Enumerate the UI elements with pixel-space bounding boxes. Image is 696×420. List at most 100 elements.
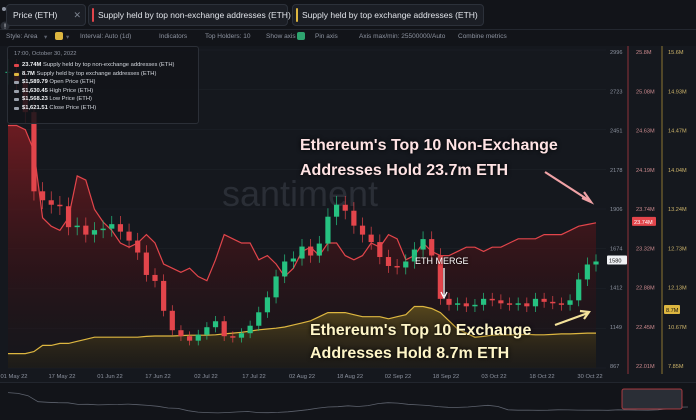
legend-row: $1,589.79 Open Price (ETH)	[14, 79, 192, 88]
legend-value: $1,589.79	[22, 79, 48, 86]
exchange-axis-tick-label: 12.73M	[668, 246, 687, 252]
legend-value: $1,568.23	[22, 96, 48, 103]
tab-non-exchange-supply[interactable]: Supply held by top non-exchange addresse…	[88, 4, 291, 26]
color-swatch-icon[interactable]	[55, 32, 63, 40]
x-axis-tick-label: 02 Jul 22	[194, 374, 218, 380]
price-candle	[489, 298, 495, 301]
x-axis-tick-label: 18 Oct 22	[529, 374, 554, 380]
price-candle	[161, 280, 167, 311]
price-candle	[351, 210, 357, 226]
price-candle	[420, 239, 426, 250]
x-axis-tick-label: 01 May 22	[0, 374, 27, 380]
price-axis-tick-label: 2723	[610, 89, 622, 95]
show-axis-checkbox[interactable]	[297, 32, 305, 40]
tab-exchange-supply[interactable]: Supply held by top exchange addresses (E…	[292, 4, 484, 26]
price-current-badge-bg	[607, 255, 627, 265]
non-exchange-axis-tick-label: 22.45M	[636, 325, 655, 331]
annotation-line-2: Addresses Hold 23.7m ETH	[300, 162, 509, 179]
tab-price-eth[interactable]: Price (ETH) ✕	[6, 4, 86, 26]
price-axis-tick-label: 2996	[610, 50, 622, 56]
metrics-chart[interactable]: santiment 01 May 22 17 May 22 01 Jun 22 17 …	[0, 46, 696, 420]
range-navigator[interactable]	[0, 382, 696, 420]
non-exchange-current-badge: 23.74M	[634, 220, 653, 226]
price-candle	[117, 224, 124, 232]
series-color-marker	[92, 8, 94, 22]
price-candle	[299, 246, 305, 259]
legend-swatch	[14, 72, 19, 76]
price-candle	[576, 279, 582, 301]
x-axis-tick-label: 02 Aug 22	[289, 374, 315, 380]
price-axis-tick-label: 2451	[610, 129, 622, 135]
price-candle	[359, 225, 366, 235]
non-exchange-axis-tick-label: 25.8M	[636, 50, 652, 56]
price-candle	[264, 297, 271, 313]
price-candle	[385, 257, 392, 266]
tab-non-exchange-label: Supply held by top non-exchange addresse…	[98, 10, 291, 20]
price-candle	[100, 228, 106, 231]
settings-dot-icon[interactable]	[0, 0, 696, 18]
price-candle	[532, 298, 539, 307]
x-axis-tick-label: 30 Oct 22	[577, 374, 602, 380]
legend-row: $1,621.51 Close Price (ETH)	[14, 105, 192, 114]
exchange-axis-tick-label: 14.93M	[668, 89, 687, 95]
y-axes: 2996 2723 2451 2178 1906 1674 1412 1149 867 25.8M…	[607, 50, 687, 370]
style-select[interactable]: Style: Area	[6, 33, 38, 40]
exchange-axis-tick-label: 10.67M	[668, 325, 687, 331]
price-candle	[463, 303, 469, 307]
top-holders-select[interactable]: Top Holders: 10	[205, 33, 251, 40]
axis-minmax-input[interactable]: Axis max/min: 25500000/Auto	[359, 33, 446, 40]
exchange-axis-tick-label: 14.04M	[668, 168, 687, 174]
price-candle	[368, 234, 374, 243]
close-icon[interactable]: ✕	[73, 10, 81, 20]
price-candle	[152, 274, 158, 281]
legend-row: 23.74M Supply held by top non-exchange a…	[14, 62, 192, 71]
price-candle	[178, 330, 184, 337]
exchange-current-badge: 8.7M	[666, 308, 679, 314]
price-candle	[506, 303, 513, 305]
price-candle	[31, 112, 37, 192]
navigator-preview-line	[7, 392, 689, 414]
legend-swatch	[14, 89, 19, 93]
legend-value: 23.74M	[22, 62, 42, 68]
non-exchange-axis-tick-label: 24.19M	[636, 168, 655, 174]
price-candle	[316, 243, 322, 256]
non-exchange-current-badge-bg	[632, 216, 656, 226]
annotation-arrow-non-exchange	[544, 171, 591, 202]
non-exchange-axis-tick-label: 23.74M	[636, 207, 655, 213]
price-candle	[74, 225, 80, 228]
indicators-button[interactable]: Indicators	[159, 33, 188, 40]
exchange-supply-line	[8, 305, 596, 355]
price-axis-tick-label: 1674	[610, 246, 622, 252]
right-axes-panel	[606, 46, 696, 374]
annotation-eth-merge: ETH MERGE	[415, 256, 469, 266]
annotation-non-exchange: Ethereum's Top 10 Non-Exchange Addresses…	[300, 133, 558, 183]
price-candle	[91, 230, 98, 235]
non-exchange-axis-tick-label: 22.88M	[636, 286, 655, 292]
pin-axis-toggle[interactable]: Pin axis	[315, 33, 338, 40]
price-candle	[541, 298, 547, 302]
price-candle	[212, 321, 219, 328]
arrow-head-icon	[581, 191, 595, 205]
price-candle	[584, 264, 590, 280]
price-candle	[57, 204, 63, 207]
price-candle	[515, 303, 521, 305]
combine-metrics-button[interactable]: Combine metrics	[458, 33, 507, 40]
interval-select[interactable]: Interval: Auto (1d)	[80, 33, 132, 40]
exchange-axis-tick-label: 15.6M	[668, 50, 684, 56]
legend-label: Low Price (ETH)	[49, 96, 92, 103]
legend-row: $1,568.23 Low Price (ETH)	[14, 96, 192, 105]
price-candle	[437, 255, 443, 299]
x-axis-tick-label: 17 May 22	[48, 374, 75, 380]
legend-label: High Price (ETH)	[49, 87, 94, 94]
price-candle	[394, 265, 400, 268]
price-candle	[186, 336, 193, 341]
legend-label: Supply held by top non-exchange addresse…	[42, 62, 175, 68]
price-axis-tick-label: 1906	[610, 207, 622, 213]
navigator-selection-handle[interactable]	[621, 388, 683, 410]
price-candle	[498, 300, 504, 304]
legend-label: Open Price (ETH)	[49, 79, 96, 86]
price-candle	[333, 204, 340, 217]
annotation-line-1: Ethereum's Top 10 Non-Exchange	[300, 137, 558, 154]
arrow-head-icon	[440, 291, 448, 300]
